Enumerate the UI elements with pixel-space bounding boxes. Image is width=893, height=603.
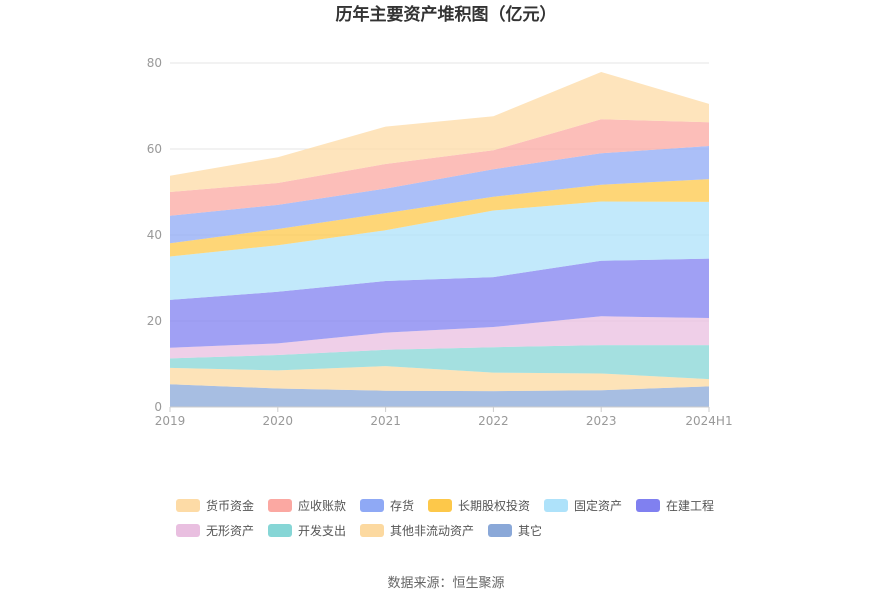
x-tick-label: 2024H1 [685, 414, 732, 428]
legend-item-货币资金[interactable]: 货币资金 [176, 498, 254, 513]
legend-label: 其它 [518, 523, 542, 538]
y-tick-label: 80 [147, 56, 162, 70]
y-tick-label: 0 [154, 400, 162, 414]
legend-label: 开发支出 [298, 523, 346, 538]
area-存货 [170, 146, 709, 244]
legend-swatch [268, 499, 292, 512]
area-其它 [170, 384, 709, 407]
legend-label: 无形资产 [206, 524, 254, 538]
axes: 0 20 40 60 80 2019 2020 2021 2022 2023 2024H1 [147, 56, 733, 428]
area-series [170, 72, 709, 407]
legend-item-其他非流动资产[interactable]: 其他非流动资产 [360, 524, 474, 538]
legend-item-无形资产[interactable]: 无形资产 [176, 524, 254, 538]
legend-label: 货币资金 [206, 498, 254, 513]
legend-swatch [176, 499, 200, 512]
legend-swatch [268, 524, 292, 537]
y-tick-label: 60 [147, 142, 162, 156]
area-应收账款 [170, 119, 709, 216]
x-tick-label: 2023 [586, 414, 617, 428]
legend-swatch [636, 499, 660, 512]
legend-item-长期股权投资[interactable]: 长期股权投资 [428, 498, 530, 513]
area-开发支出 [170, 345, 709, 380]
legend-item-其它[interactable]: 其它 [488, 523, 542, 538]
source-note: 数据来源：恒生聚源 [387, 576, 504, 591]
legend-swatch [360, 524, 384, 537]
legend-item-开发支出[interactable]: 开发支出 [268, 523, 346, 538]
x-tick-label: 2020 [263, 414, 294, 428]
legend-label: 存货 [390, 498, 414, 513]
legend-item-应收账款[interactable]: 应收账款 [268, 498, 346, 513]
x-tick-label: 2022 [478, 414, 509, 428]
y-tick-label: 20 [147, 314, 162, 328]
legend-item-存货[interactable]: 存货 [360, 498, 414, 513]
legend-item-在建工程[interactable]: 在建工程 [636, 498, 714, 513]
legend-swatch [428, 499, 452, 512]
area-无形资产 [170, 316, 709, 359]
chart-title: 历年主要资产堆积图（亿元） [336, 4, 557, 25]
legend-swatch [176, 524, 200, 537]
area-长期股权投资 [170, 179, 709, 257]
area-货币资金 [170, 72, 709, 192]
legend-swatch [544, 499, 568, 512]
legend-label: 固定资产 [574, 498, 622, 513]
legend-label: 其他非流动资产 [390, 524, 474, 538]
legend-label: 长期股权投资 [458, 498, 530, 513]
y-tick-label: 40 [147, 228, 162, 242]
area-其他非流动资产 [170, 366, 709, 392]
area-在建工程 [170, 258, 709, 348]
legend-swatch [488, 524, 512, 537]
legend-label: 应收账款 [298, 498, 346, 513]
area-固定资产 [170, 201, 709, 300]
x-tick-label: 2021 [370, 414, 401, 428]
legend-swatch [360, 499, 384, 512]
legend-item-固定资产[interactable]: 固定资产 [544, 498, 622, 513]
x-tick-label: 2019 [155, 414, 186, 428]
legend-label: 在建工程 [666, 498, 714, 513]
